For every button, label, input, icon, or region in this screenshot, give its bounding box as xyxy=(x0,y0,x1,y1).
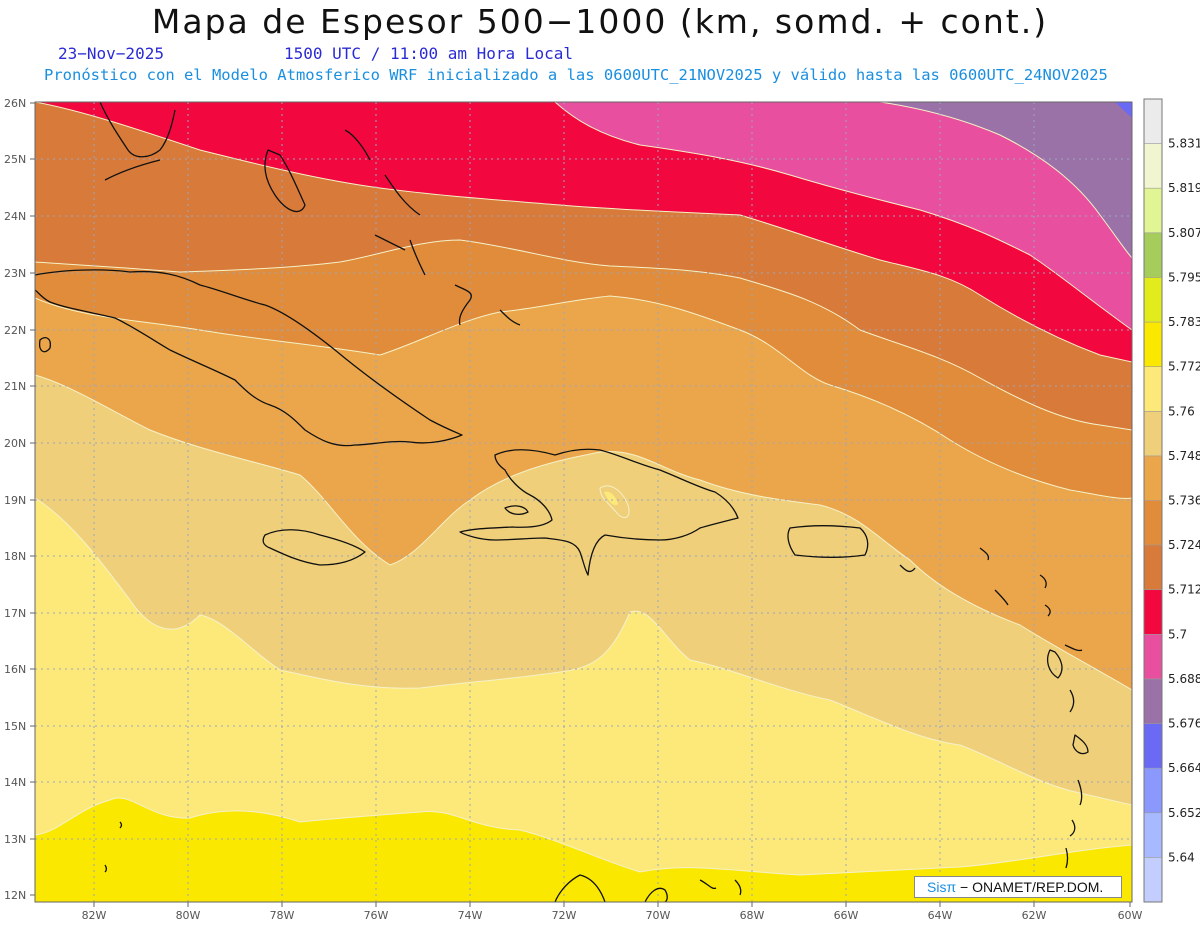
colorbar-label: 5.64 xyxy=(1168,850,1195,864)
colorbar-label: 5.7 xyxy=(1168,627,1187,641)
lat-label: 24N xyxy=(4,210,26,223)
model-info: Pronóstico con el Modelo Atmosferico WRF… xyxy=(44,66,1108,84)
florida-keys xyxy=(104,159,161,181)
lat-label: 20N xyxy=(4,437,26,450)
colorbar-label: 5.76 xyxy=(1168,404,1195,418)
lon-label: 78W xyxy=(270,909,295,922)
hispaniola-coast xyxy=(459,448,739,576)
bahamas-islands xyxy=(344,129,521,326)
lon-label: 70W xyxy=(646,909,671,922)
colorbar-swatch xyxy=(1144,678,1162,724)
colorbar-swatch xyxy=(1144,411,1162,457)
south-america-coast xyxy=(104,821,742,902)
colorbar-swatch xyxy=(1144,322,1162,368)
lon-label: 82W xyxy=(82,909,107,922)
colorbar-swatch xyxy=(1144,366,1162,412)
colorbar-label: 5.676 xyxy=(1168,717,1200,731)
lon-label: 72W xyxy=(552,909,577,922)
colorbar-swatch xyxy=(1144,455,1162,501)
lat-label: 25N xyxy=(4,153,26,166)
colorbar-label: 5.783 xyxy=(1168,315,1200,329)
colorbar-label: 5.772 xyxy=(1168,360,1200,374)
colorbar-label: 5.748 xyxy=(1168,449,1200,463)
lesser-antilles xyxy=(899,547,1089,869)
credit-brand: Sisπ xyxy=(927,879,957,895)
colorbar-swatch xyxy=(1144,723,1162,769)
colorbar-label: 5.664 xyxy=(1168,761,1200,775)
colorbar-label: 5.795 xyxy=(1168,270,1200,284)
colorbar-label: 5.652 xyxy=(1168,806,1200,820)
lat-label: 19N xyxy=(4,494,26,507)
map-title: Mapa de Espesor 500−1000 (km, somd. + co… xyxy=(151,2,1049,41)
isla-juventud xyxy=(39,337,51,353)
lon-label: 66W xyxy=(834,909,859,922)
lon-axis xyxy=(93,902,1131,907)
lat-label: 23N xyxy=(4,267,26,280)
lon-label: 80W xyxy=(176,909,201,922)
colorbar-swatch xyxy=(1144,277,1162,323)
lat-label: 21N xyxy=(4,380,26,393)
lat-axis xyxy=(30,102,35,896)
gonave-island xyxy=(504,505,529,515)
colorbar-label: 5.724 xyxy=(1168,538,1200,552)
lat-label: 17N xyxy=(4,607,26,620)
band-5676 xyxy=(879,102,1132,259)
colorbar-swatch xyxy=(1144,232,1162,278)
lon-label: 76W xyxy=(364,909,389,922)
jamaica-coast xyxy=(262,529,366,566)
colorbar-label: 5.712 xyxy=(1168,583,1200,597)
lat-label: 18N xyxy=(4,550,26,563)
lat-label: 22N xyxy=(4,324,26,337)
band-5760-spot xyxy=(604,491,618,506)
colorbar-label: 5.807 xyxy=(1168,226,1200,240)
puerto-rico-coast xyxy=(787,525,869,558)
lon-label: 64W xyxy=(928,909,953,922)
colorbar-swatch xyxy=(1144,857,1162,903)
colorbar-label: 5.819 xyxy=(1168,181,1200,195)
colorbar-swatch xyxy=(1144,812,1162,858)
lat-labels: 26N 25N 24N 23N 22N 21N 20N 19N 18N 17N … xyxy=(4,97,26,902)
lon-label: 60W xyxy=(1118,909,1143,922)
lon-label: 68W xyxy=(740,909,765,922)
bahamas-andros xyxy=(264,149,306,213)
colorbar-label: 5.831 xyxy=(1168,137,1200,151)
colorbar-swatch xyxy=(1144,143,1162,189)
lat-label: 12N xyxy=(4,889,26,902)
credit-text: − ONAMET/REP.DOM. xyxy=(960,879,1104,895)
cuba-coast xyxy=(35,269,463,447)
lat-label: 13N xyxy=(4,833,26,846)
lat-label: 16N xyxy=(4,663,26,676)
coastlines xyxy=(35,102,1089,902)
colorbar-swatch xyxy=(1144,589,1162,635)
lon-labels: 82W 80W 78W 76W 74W 72W 70W 68W 66W 64W … xyxy=(82,909,1143,922)
forecast-date: 23−Nov−2025 xyxy=(58,44,164,63)
colorbar-swatch xyxy=(1144,768,1162,814)
lon-label: 74W xyxy=(458,909,483,922)
thickness-contours xyxy=(35,102,1132,902)
colorbar-swatch xyxy=(1144,545,1162,591)
colorbar: 5.831 5.819 5.807 5.795 5.783 5.772 5.76 5.748 5… xyxy=(1143,98,1200,903)
lat-label: 26N xyxy=(4,97,26,110)
lat-label: 14N xyxy=(4,776,26,789)
colorbar-swatch xyxy=(1144,188,1162,234)
band-5664 xyxy=(1115,102,1132,118)
colorbar-swatch xyxy=(1144,500,1162,546)
colorbar-swatch xyxy=(1144,634,1162,680)
colorbar-label: 5.736 xyxy=(1168,494,1200,508)
plot-border xyxy=(34,101,1133,903)
colorbar-label: 5.688 xyxy=(1168,672,1200,686)
florida-coast xyxy=(99,102,176,158)
forecast-time: 1500 UTC / 11:00 am Hora Local xyxy=(284,44,573,63)
colorbar-swatch xyxy=(1144,99,1162,145)
credit-box: Sisπ − ONAMET/REP.DOM. xyxy=(914,876,1122,898)
lat-label: 15N xyxy=(4,720,26,733)
lon-label: 62W xyxy=(1022,909,1047,922)
